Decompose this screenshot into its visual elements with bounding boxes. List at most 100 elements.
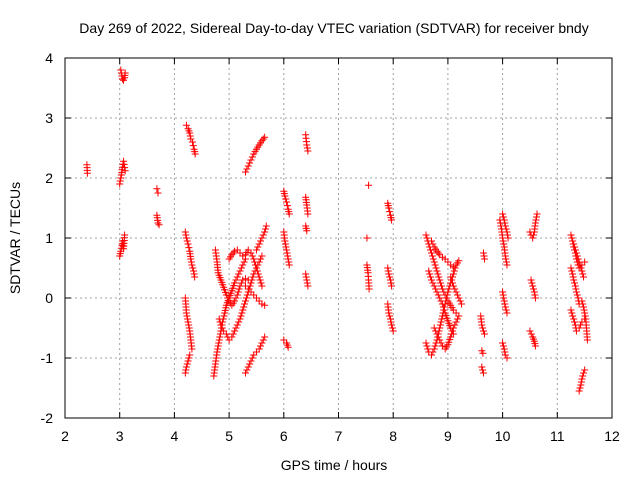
data-point [182,234,190,242]
data-point [188,261,196,269]
y-tick-label: -1 [41,350,54,366]
data-point [363,234,371,242]
data-point [433,330,441,338]
data-point [449,282,457,290]
data-point [430,258,438,266]
data-point [427,246,435,254]
data-point [303,141,311,149]
data-point [386,315,394,323]
data-point [573,291,581,299]
data-point [214,345,222,353]
data-point [580,273,588,281]
data-point [533,213,541,221]
data-point [479,366,487,374]
data-point [388,216,396,224]
data-point [451,321,459,329]
data-point [572,288,580,296]
data-point [229,330,237,338]
data-point [240,303,248,311]
data-point [257,342,265,350]
data-point [573,252,581,260]
data-point [258,339,266,347]
data-point [499,288,507,296]
x-tick-label: 12 [604,428,620,444]
data-point [235,270,243,278]
data-point [281,237,289,245]
data-point [574,294,582,302]
x-tick-labels: 2 3 4 5 6 7 8 9 10 11 12 [61,428,620,444]
data-point [233,273,241,281]
data-point [571,318,579,326]
data-point [389,327,397,335]
data-point [281,240,289,248]
data-point [261,133,269,141]
data-point [246,360,254,368]
data-point [499,342,507,350]
data-point [531,291,539,299]
data-point [244,162,252,170]
data-point [504,231,512,239]
data-point [427,237,435,245]
data-point [447,273,455,281]
data-point [503,228,511,236]
data-point [502,225,510,233]
data-point [499,291,507,299]
data-point [185,321,193,329]
data-point [304,147,312,155]
data-point [181,369,189,377]
data-point [443,294,451,302]
data-point [182,366,190,374]
data-point [220,312,228,320]
data-point [436,276,444,284]
data-point [255,240,263,248]
data-point [570,276,578,284]
y-tick-label: -2 [41,410,54,426]
data-point [437,297,445,305]
data-point [121,69,129,77]
data-point [429,348,437,356]
data-point [281,192,289,200]
data-point [182,309,190,317]
data-point [431,261,439,269]
data-point [501,303,509,311]
y-tick-labels: -2 -1 0 1 2 3 4 [41,50,54,426]
data-point [284,252,292,260]
data-point [529,234,537,242]
data-point [429,240,437,248]
data-point [499,339,507,347]
data-point [240,258,248,266]
data-point [191,150,199,158]
data-point [530,288,538,296]
data-point [432,264,440,272]
data-point [577,264,585,272]
data-point [303,227,311,235]
data-point [571,243,579,251]
data-point [478,363,486,371]
data-point [453,291,461,299]
y-tick-label: 1 [45,230,53,246]
data-point [236,267,244,275]
data-point [253,267,261,275]
data-point [580,306,588,314]
data-point [572,246,580,254]
data-point [303,279,311,287]
data-point [499,210,507,218]
data-point [569,312,577,320]
data-point [247,279,255,287]
data-point [501,219,509,227]
data-point [530,285,538,293]
data-point [500,240,508,248]
data-point [387,279,395,287]
data-point [184,318,192,326]
data-point [427,273,435,281]
data-point [185,244,193,252]
data-point [182,363,190,371]
data-point [424,345,432,353]
data-point [567,306,575,314]
data-point [183,360,191,368]
data-point [181,228,189,236]
data-point [183,312,191,320]
data-point [248,153,256,161]
data-point [243,291,251,299]
